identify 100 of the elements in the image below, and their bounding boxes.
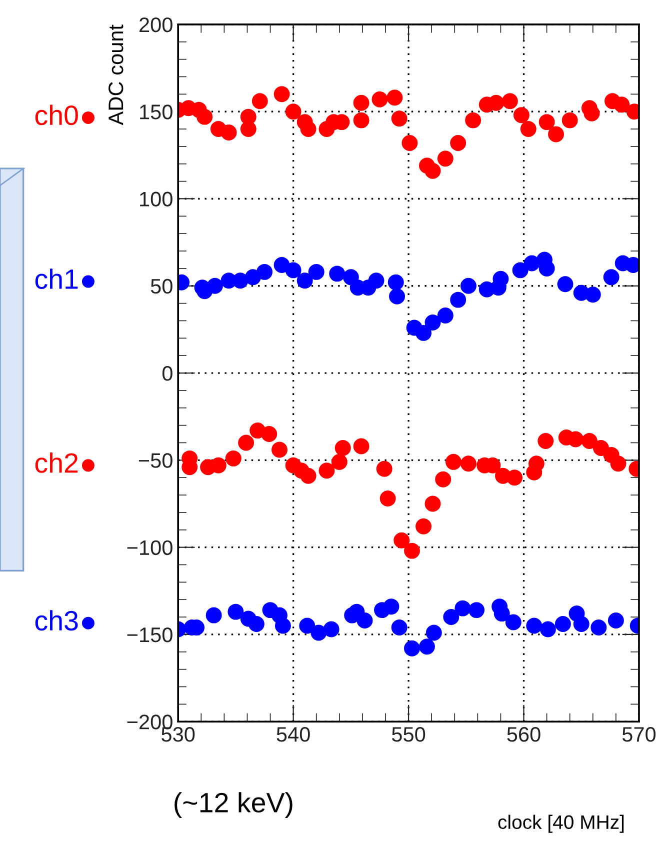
y-tick-label: 100 <box>140 192 172 206</box>
point <box>299 618 316 634</box>
x-tick-label: 540 <box>276 727 310 742</box>
point <box>603 269 620 286</box>
point <box>380 490 396 507</box>
point <box>437 308 454 324</box>
point <box>391 110 408 127</box>
point <box>435 471 452 488</box>
point <box>272 442 288 458</box>
point <box>513 107 530 124</box>
point <box>238 434 254 451</box>
point <box>468 602 485 618</box>
point <box>240 108 256 125</box>
text: (~12 keV) <box>174 792 292 818</box>
point <box>402 134 418 151</box>
point <box>274 256 290 273</box>
point <box>296 272 313 289</box>
point <box>228 604 244 620</box>
point <box>538 433 554 449</box>
point <box>465 112 482 128</box>
point <box>261 426 278 442</box>
point <box>353 112 370 128</box>
point <box>274 86 290 102</box>
point <box>388 274 404 290</box>
point <box>383 598 400 615</box>
legend-label: ch1 <box>35 268 78 289</box>
y-axis-title: ADC count <box>108 24 124 126</box>
point <box>548 126 564 142</box>
point <box>492 270 509 287</box>
point <box>300 121 316 138</box>
y-tick-label: 50 <box>150 278 172 294</box>
x-axis-title: clock [40 MHz] <box>498 814 624 833</box>
point <box>323 621 340 638</box>
y-tick-label: 200 <box>140 17 172 32</box>
point <box>404 542 420 559</box>
point <box>424 162 441 179</box>
point <box>426 624 442 641</box>
y-tick-label: −200 <box>127 714 172 730</box>
point <box>225 450 242 466</box>
point <box>356 612 373 629</box>
point <box>416 518 432 534</box>
point <box>506 470 523 486</box>
point <box>554 616 571 632</box>
point <box>424 496 441 512</box>
point <box>310 624 327 641</box>
point <box>285 262 302 278</box>
point <box>450 292 466 308</box>
y-tick-label: −150 <box>127 627 172 642</box>
point <box>416 324 432 341</box>
point <box>437 150 454 167</box>
point <box>502 93 518 110</box>
point <box>285 104 302 120</box>
point <box>353 94 370 111</box>
point <box>520 121 536 138</box>
point <box>538 114 555 130</box>
point <box>460 278 476 294</box>
x-tick-label: 560 <box>507 727 540 742</box>
point <box>460 456 476 472</box>
point <box>248 616 264 632</box>
x-tick-label: 530 <box>162 727 195 742</box>
point <box>505 614 522 630</box>
point <box>450 134 466 151</box>
point <box>526 618 542 634</box>
point <box>512 262 528 278</box>
point <box>391 620 408 636</box>
point <box>220 124 237 140</box>
y-tick-label: 150 <box>140 104 172 120</box>
point <box>386 90 403 106</box>
point <box>488 94 504 111</box>
y-tick-label: 0 <box>162 366 172 381</box>
point <box>196 108 213 125</box>
point <box>494 606 510 622</box>
point <box>368 272 384 289</box>
point <box>206 607 222 624</box>
point <box>318 462 335 479</box>
legend-label: ch0 <box>35 104 78 126</box>
point <box>540 621 556 638</box>
y-tick-label: −50 <box>138 453 172 468</box>
y-tick-label: −100 <box>127 540 172 556</box>
point <box>274 618 291 634</box>
point <box>376 460 392 477</box>
point <box>590 620 607 636</box>
point <box>206 278 223 294</box>
point <box>329 266 346 282</box>
point <box>584 286 601 303</box>
point <box>418 638 435 655</box>
point <box>308 264 324 280</box>
point <box>331 454 348 470</box>
point <box>614 96 630 113</box>
point <box>300 468 316 484</box>
point <box>568 431 584 448</box>
point <box>562 112 578 128</box>
point <box>528 456 544 472</box>
point <box>445 454 462 470</box>
point <box>524 255 540 272</box>
point <box>334 440 351 456</box>
legend-label: ch3 <box>35 610 78 631</box>
point <box>443 609 460 626</box>
point <box>454 600 471 616</box>
point <box>210 457 226 474</box>
